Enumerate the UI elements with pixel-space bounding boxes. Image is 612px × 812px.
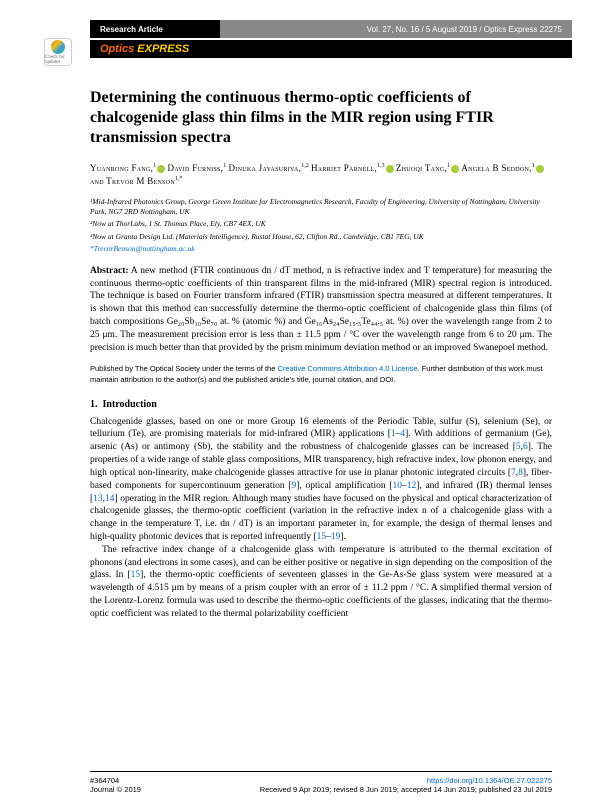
article-title: Determining the continuous thermo-optic … <box>90 88 552 148</box>
article-id: #364704 <box>90 776 141 785</box>
author-3: Dinuka Jayasuriya, <box>229 163 302 173</box>
author-1: Yuanrong Fang, <box>90 163 153 173</box>
author-list: Yuanrong Fang,1 David Furniss,1 Dinuka J… <box>90 162 552 187</box>
orcid-icon[interactable] <box>451 165 459 173</box>
affiliation-2: ²Now at ThorLabs, 1 St. Thomas Place, El… <box>90 219 552 229</box>
page-footer: #364704 Journal © 2019 https://doi.org/1… <box>90 771 552 794</box>
license-link[interactable]: Creative Commons Attribution 4.0 License <box>277 364 417 373</box>
header-bar: Research Article Vol. 27, No. 16 / 5 Aug… <box>40 20 572 38</box>
license-statement: Published by The Optical Society under t… <box>90 364 552 384</box>
article-category: Research Article <box>90 20 220 38</box>
abstract: Abstract: A new method (FTIR continuous … <box>90 265 552 355</box>
ref-link[interactable]: 10 <box>392 481 402 491</box>
author-7: Trevor M Benson <box>106 176 175 186</box>
section-heading: 1. Introduction <box>90 399 552 410</box>
journal-prefix: Optics <box>100 43 134 55</box>
author-6: Angela B Seddon, <box>461 163 531 173</box>
publication-dates: Received 9 Apr 2019; revised 8 Jun 2019;… <box>260 785 552 794</box>
corresponding-email[interactable]: *TrevorBenson@nottingham.ac.uk <box>90 244 552 253</box>
author-2: David Furniss, <box>167 163 223 173</box>
journal-bar: Optics EXPRESS <box>90 40 572 58</box>
ref-link[interactable]: 14 <box>105 494 115 504</box>
orcid-icon[interactable] <box>157 165 165 173</box>
orcid-icon[interactable] <box>536 165 544 173</box>
doi-link[interactable]: https://doi.org/10.1364/OE.27.022275 <box>427 776 552 785</box>
affiliation-3: ³Now at Granta Design Ltd. (Materials In… <box>90 232 552 242</box>
body-text: Chalcogenide glasses, based on one or mo… <box>90 416 552 621</box>
ref-link[interactable]: 12 <box>407 481 417 491</box>
issue-info: Vol. 27, No. 16 / 5 August 2019 / Optics… <box>220 20 572 38</box>
copyright: Journal © 2019 <box>90 785 141 794</box>
abstract-label: Abstract: <box>90 266 129 276</box>
ref-link[interactable]: 19 <box>331 532 341 542</box>
journal-suffix: EXPRESS <box>137 43 189 55</box>
affiliation-1: ¹Mid-Infrared Photonics Group, George Gr… <box>90 197 552 217</box>
orcid-icon[interactable] <box>386 165 394 173</box>
crossmark-label: Check for updates <box>45 55 71 65</box>
author-4: Harriet Parnell, <box>311 163 377 173</box>
paragraph-1: Chalcogenide glasses, based on one or mo… <box>90 416 552 544</box>
ref-link[interactable]: 15 <box>131 570 141 580</box>
author-5: Zhuoqi Tang, <box>396 163 447 173</box>
crossmark-icon <box>51 40 65 54</box>
ref-link[interactable]: 13 <box>93 494 103 504</box>
paragraph-2: The refractive index change of a chalcog… <box>90 544 552 621</box>
article-content: Determining the continuous thermo-optic … <box>90 88 552 621</box>
author-and: and <box>90 176 104 186</box>
abstract-text: A new method (FTIR continuous dn / dT me… <box>90 266 552 353</box>
crossmark-badge[interactable]: Check for updates <box>44 38 72 66</box>
ref-link[interactable]: 15 <box>317 532 327 542</box>
